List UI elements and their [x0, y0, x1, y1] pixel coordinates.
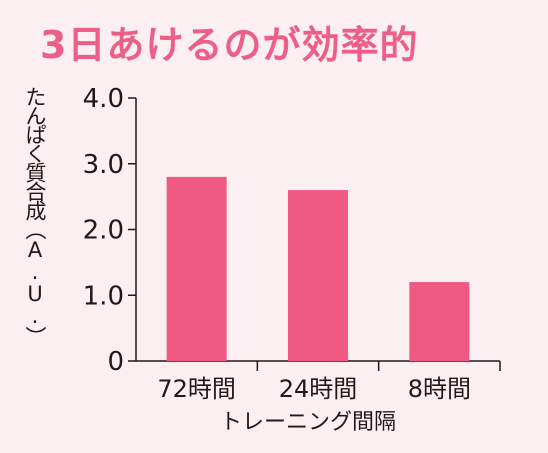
y-tick-label: 1.0: [83, 281, 124, 311]
y-tick-label: 4.0: [83, 84, 124, 114]
x-tick-label: 24時間: [279, 375, 358, 403]
x-tick-label: 72時間: [157, 375, 236, 403]
x-axis-label: トレーニング間隔: [220, 410, 397, 435]
y-tick-label: 0: [107, 347, 124, 377]
y-axis-label: たんぱく質合成（A.U.）: [23, 86, 47, 345]
y-tick-label: 2.0: [83, 216, 124, 246]
y-tick-label: 3.0: [83, 150, 124, 180]
x-tick-label: 8時間: [408, 375, 471, 403]
chart-title: 3日あけるのが効率的: [40, 23, 419, 67]
bar: [166, 176, 227, 361]
bar: [409, 282, 470, 361]
bar: [288, 190, 348, 361]
